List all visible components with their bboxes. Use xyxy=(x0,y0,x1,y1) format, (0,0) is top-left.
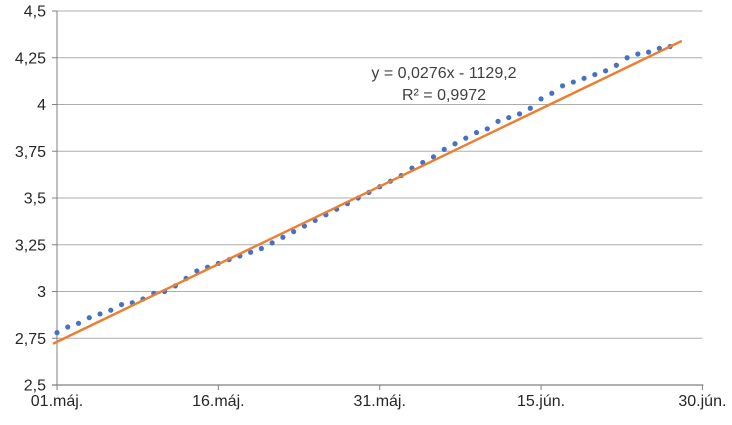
y-tick-label: 2,75 xyxy=(15,331,46,348)
x-tick-label: 16.máj. xyxy=(192,393,244,410)
y-tick-label: 3,25 xyxy=(15,237,46,254)
scatter-point xyxy=(581,75,587,81)
scatter-point xyxy=(441,146,447,152)
scatter-point xyxy=(624,55,630,61)
scatter-point xyxy=(258,245,264,252)
scatter-point xyxy=(452,141,458,147)
scatter-point xyxy=(248,249,254,255)
scatter-point xyxy=(613,62,619,68)
scatter-point xyxy=(506,114,512,121)
scatter-point xyxy=(602,68,609,74)
scatter-point xyxy=(570,79,576,85)
r-squared-label: R² = 0,9972 xyxy=(402,87,486,104)
scatter-point xyxy=(75,320,82,326)
scatter-point xyxy=(559,83,566,89)
scatter-point xyxy=(65,324,71,330)
scatter-point xyxy=(97,311,103,317)
y-tick-label: 3,75 xyxy=(15,144,46,161)
trend-line xyxy=(52,40,683,345)
scatter-point xyxy=(86,315,92,321)
scatter-point xyxy=(463,135,469,141)
trendline-equation-label: y = 0,0276x - 1129,2 xyxy=(371,65,516,82)
scatter-point xyxy=(269,240,275,246)
y-tick-label: 2,5 xyxy=(24,378,46,395)
scatter-point xyxy=(291,229,297,235)
y-tick-label: 4 xyxy=(37,97,46,114)
scatter-point xyxy=(54,330,60,336)
x-tick-label: 01.máj. xyxy=(31,393,83,410)
scatter-point xyxy=(592,71,598,78)
scatter-point xyxy=(280,234,286,240)
scatter-point xyxy=(646,49,652,55)
scatter-point xyxy=(495,118,501,124)
x-tick-label: 30.jún. xyxy=(678,393,726,410)
x-tick-label: 31.máj. xyxy=(353,393,405,410)
scatter-point xyxy=(635,51,641,57)
y-tick-label: 4,25 xyxy=(15,50,46,67)
scatter-point xyxy=(527,105,533,111)
scatter-point xyxy=(484,126,490,132)
scatter-point xyxy=(656,45,662,52)
scatter-point xyxy=(108,307,114,313)
scatter-point xyxy=(194,268,200,274)
y-tick-label: 3 xyxy=(37,284,46,301)
scatter-point xyxy=(473,129,480,136)
scatter-point xyxy=(430,154,437,160)
x-tick-label: 15.jún. xyxy=(517,393,565,410)
scatter-point xyxy=(516,111,523,117)
scatter-point xyxy=(538,96,544,102)
scatter-point xyxy=(549,90,555,96)
y-tick-label: 4,5 xyxy=(24,4,46,21)
scatter-point xyxy=(118,301,125,308)
y-tick-label: 3,5 xyxy=(24,191,46,208)
scatter-point xyxy=(301,223,308,229)
